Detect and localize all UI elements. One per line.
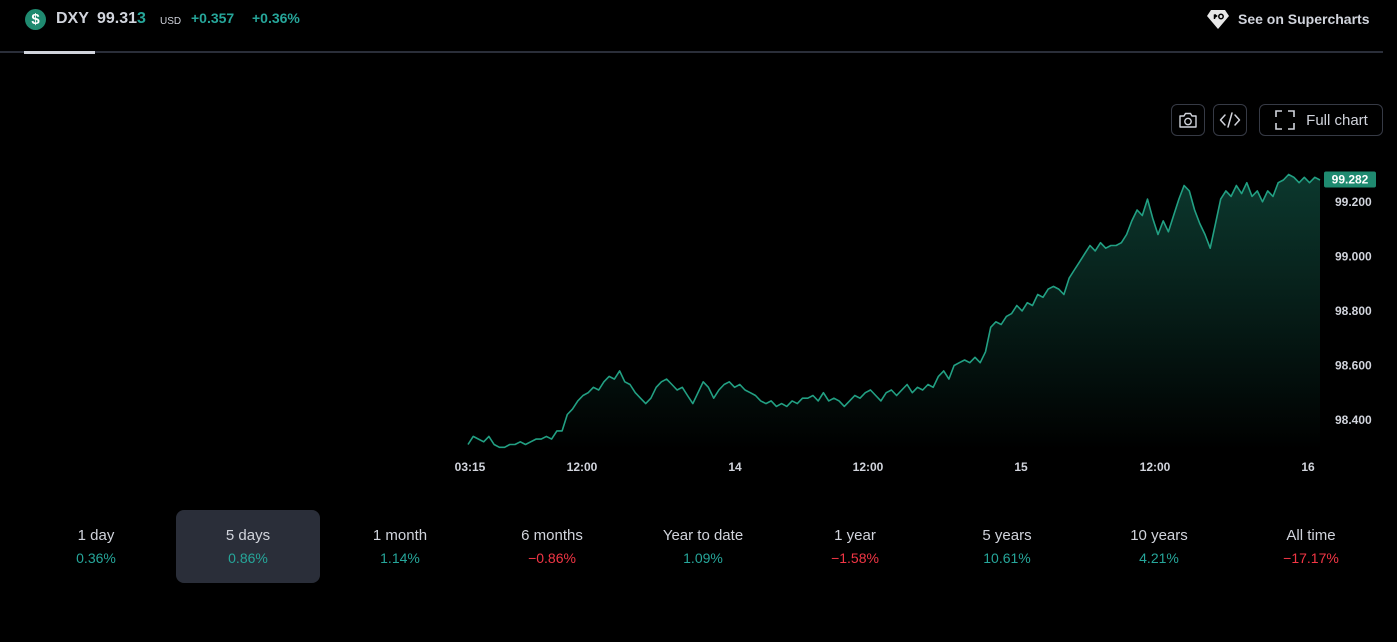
price-change: +0.357 (191, 10, 235, 26)
last-price-tag (1324, 171, 1376, 188)
period-label: 6 months (521, 527, 583, 544)
x-tick-label: 14 (728, 460, 742, 474)
symbol-header: $ DXY 99.313 USD +0.357 +0.36% See on Su… (0, 0, 1397, 52)
x-tick-label: 15 (1014, 460, 1028, 474)
full-chart-label: Full chart (1306, 111, 1368, 129)
price-chart[interactable]: 03:15 12:00 14 12:00 15 12:00 16 99.20099.0009… (0, 150, 1397, 480)
active-tab-indicator (24, 51, 95, 54)
period-change: −0.86% (528, 550, 576, 566)
y-tick-label: 99.000 (1335, 249, 1372, 263)
period-change: 1.09% (683, 550, 723, 566)
x-axis: 03:15 12:00 14 12:00 15 12:00 16 (455, 460, 1315, 474)
x-tick-label: 03:15 (455, 460, 486, 474)
y-tick-label: 98.600 (1335, 358, 1372, 372)
period-option[interactable]: 1 month 1.14% (328, 510, 472, 583)
period-label: 1 month (372, 527, 428, 544)
last-price: 99.313 (97, 10, 146, 28)
chart-series-line (467, 173, 1321, 449)
period-change: 10.61% (983, 550, 1031, 566)
period-change: 0.86% (228, 550, 268, 566)
period-option[interactable]: Year to date 1.09% (631, 510, 775, 583)
price-main: 99.31 (97, 10, 138, 27)
period-label: 5 years (982, 527, 1032, 544)
x-tick-label: 16 (1301, 460, 1315, 474)
period-change: 4.21% (1139, 550, 1179, 566)
period-label: All time (1286, 527, 1336, 544)
chart-area-fill (468, 174, 1320, 450)
y-axis: 99.200 99.000 98.800 98.600 98.400 (1335, 195, 1372, 427)
period-label: 1 year (834, 527, 876, 544)
supercharts-link[interactable]: See on Supercharts (1206, 8, 1370, 30)
price-last-digit: 3 (137, 10, 146, 27)
period-label: 1 day (77, 527, 115, 544)
y-tick-label: 99.200 (1335, 195, 1372, 209)
symbol-name[interactable]: DXY (56, 10, 89, 27)
price-change-percent: +0.36% (252, 10, 300, 26)
period-label: 5 days (225, 527, 271, 544)
y-tick-label: 98.800 (1335, 304, 1372, 318)
last-price-label: 99.282 (1324, 171, 1376, 188)
period-selector: 1 day 0.36% 5 days 0.86% 1 month 1.14% 6 month… (24, 510, 1379, 583)
period-option[interactable]: 10 years 4.21% (1087, 510, 1231, 583)
y-tick-label: 98.400 (1335, 413, 1372, 427)
period-option[interactable]: 1 day 0.36% (24, 510, 168, 583)
period-change: 0.36% (76, 550, 116, 566)
period-change: 1.14% (380, 550, 420, 566)
period-option[interactable]: 1 year −1.58% (783, 510, 927, 583)
embed-button[interactable] (1213, 104, 1247, 136)
x-tick-label: 12:00 (1140, 460, 1171, 474)
period-option[interactable]: 6 months −0.86% (480, 510, 624, 583)
last-price-value: 99.282 (1332, 172, 1369, 186)
camera-icon (1179, 112, 1197, 128)
currency-label: USD (160, 16, 182, 27)
x-tick-label: 12:00 (567, 460, 598, 474)
code-icon (1219, 112, 1241, 128)
period-change: −17.17% (1283, 550, 1339, 566)
period-label: Year to date (662, 527, 744, 544)
full-chart-button[interactable]: Full chart (1259, 104, 1383, 136)
period-option[interactable]: 5 years 10.61% (935, 510, 1079, 583)
period-change: −1.58% (831, 550, 879, 566)
period-label: 10 years (1130, 527, 1188, 544)
supercharts-label: See on Supercharts (1238, 11, 1370, 27)
diamond-icon (1207, 10, 1229, 29)
snapshot-button[interactable] (1171, 104, 1205, 136)
period-option[interactable]: 5 days 0.86% (176, 510, 320, 583)
dollar-icon: $ (25, 9, 46, 30)
x-tick-label: 12:00 (853, 460, 884, 474)
expand-icon (1275, 110, 1295, 130)
tab-divider (0, 51, 1383, 53)
period-option[interactable]: All time −17.17% (1239, 510, 1383, 583)
